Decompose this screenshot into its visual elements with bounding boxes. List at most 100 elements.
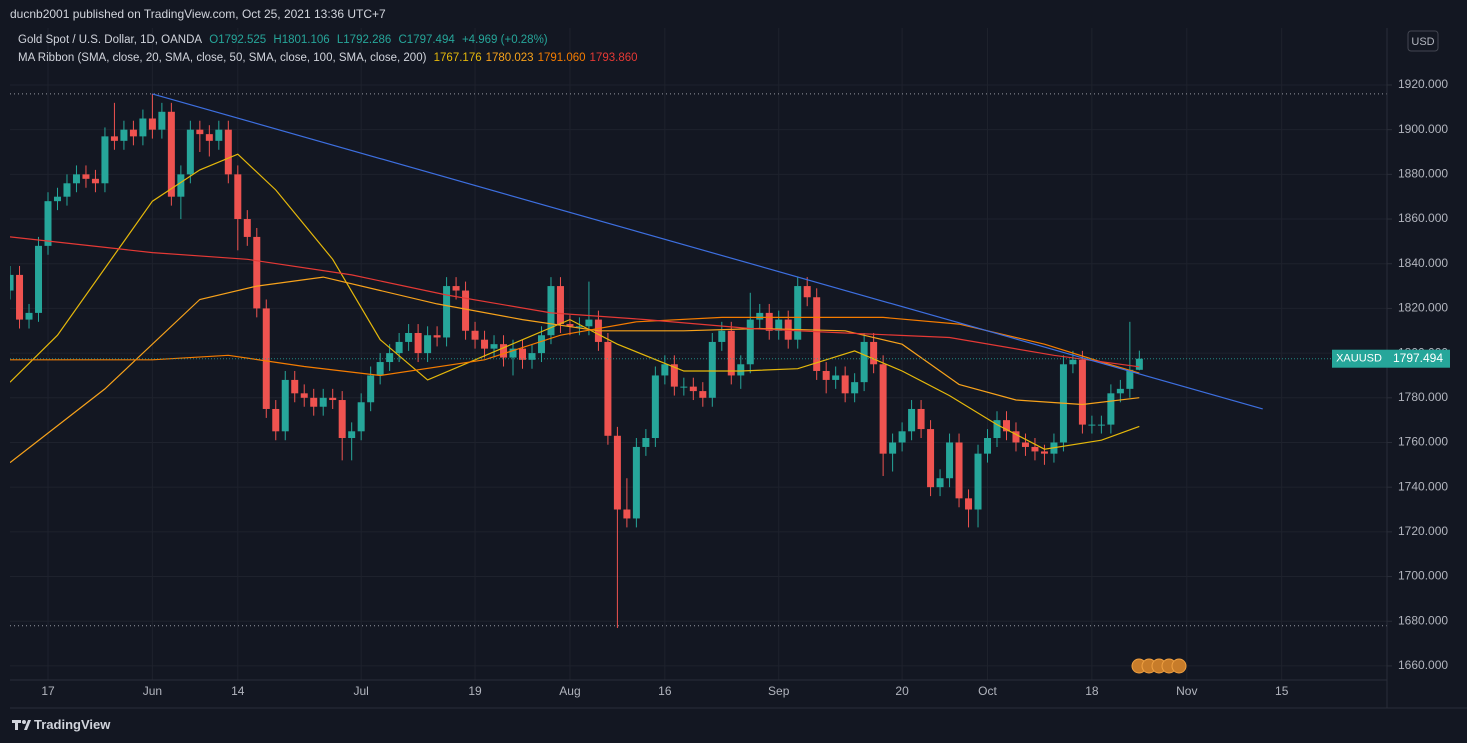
candle-body [91, 178, 99, 184]
candle-body [775, 319, 783, 331]
candle-body [860, 341, 868, 383]
event-icons [1131, 658, 1187, 674]
candle-body [908, 408, 916, 432]
candle-body [1078, 359, 1086, 425]
y-tick-label: 1740.000 [1398, 479, 1448, 493]
candle-body [651, 375, 659, 439]
candle-body [329, 397, 337, 401]
candle-body [443, 286, 451, 338]
candle-body [1116, 388, 1124, 394]
logo [12, 720, 31, 730]
candle-body [338, 400, 346, 439]
candle-body [1021, 442, 1029, 447]
legend-main: Gold Spot / U.S. Dollar, 1D, OANDA O1792… [18, 34, 552, 46]
candle-body [822, 370, 830, 380]
ohlc-label: L1792.286 [336, 34, 392, 46]
candle-body [613, 435, 621, 510]
candle-body [680, 386, 688, 388]
y-tick-label: 1900.000 [1398, 122, 1448, 136]
candle-body [148, 118, 156, 130]
candle-body [186, 129, 194, 175]
candle-body [414, 332, 422, 354]
candle-body [243, 219, 251, 237]
x-tick-label: 17 [41, 684, 55, 698]
candle-body [367, 375, 375, 403]
axes: 1660.000 1680.000 1700.000 1720.000 1740.000… [41, 77, 1450, 698]
currency-box[interactable] [1407, 30, 1439, 52]
candle-body [405, 332, 413, 342]
candle-body [386, 353, 394, 363]
x-tick-label: 16 [658, 684, 672, 698]
candle-body [167, 111, 175, 197]
x-tick-label: Oct [978, 684, 997, 698]
candle-body [965, 498, 973, 510]
author-line: ducnb2001 published on TradingView.com, … [10, 7, 386, 21]
y-tick-label: 1680.000 [1398, 613, 1448, 627]
y-tick-label: 1840.000 [1398, 256, 1448, 270]
candle-body [898, 431, 906, 443]
candle-body [832, 375, 840, 380]
indicator-value: 1767.176 [433, 52, 482, 64]
candle-body [82, 174, 90, 179]
candle-body [44, 201, 52, 246]
y-tick-label: 1660.000 [1398, 658, 1448, 672]
indicator-value: 1780.023 [485, 52, 534, 64]
candle-body [519, 348, 526, 360]
candle-body [471, 330, 479, 340]
trendline [152, 93, 1263, 410]
candle-body [139, 118, 147, 137]
price-badge [1387, 349, 1450, 368]
candle-body [889, 442, 897, 454]
grid [10, 28, 1387, 680]
candle-body [1002, 420, 1010, 432]
candle-body [670, 364, 678, 387]
candle-body [841, 375, 849, 394]
x-tick-label: Nov [1176, 684, 1197, 698]
candle-body [262, 308, 270, 409]
candle-body [300, 393, 308, 398]
candle-body [1107, 393, 1115, 425]
candle-body [765, 312, 773, 331]
candle-body [63, 183, 71, 197]
candle-body [803, 286, 811, 298]
candle-body [129, 129, 137, 137]
candle-body [35, 245, 43, 313]
candle-body [727, 330, 735, 376]
candle-body [746, 319, 754, 365]
ohlc-label: C1797.494 [398, 34, 455, 46]
candle-body [689, 386, 697, 392]
candle-body [984, 438, 992, 454]
candle-body [395, 341, 403, 354]
candle-body [537, 335, 545, 354]
candle-body [25, 312, 33, 320]
candle-body [946, 442, 954, 479]
candle-body [936, 478, 944, 488]
candle-body [319, 397, 327, 407]
candle-body [376, 362, 384, 376]
x-tick-label: 14 [231, 684, 245, 698]
change-label: +4.969 (+0.28%) [461, 34, 548, 46]
candle-body [177, 174, 185, 197]
candle-body [955, 442, 963, 499]
candle-body [585, 319, 593, 327]
candle-body [528, 353, 536, 360]
y-tick-label: 1700.000 [1398, 569, 1448, 583]
candle-body [993, 420, 1001, 439]
candle-body [348, 431, 356, 439]
candle-body [10, 274, 14, 291]
candle-body [481, 339, 489, 349]
x-tick-label: 15 [1275, 684, 1289, 698]
candle-body [632, 446, 640, 519]
brand: TradingView [34, 717, 111, 732]
ohlc-label: H1801.106 [273, 34, 330, 46]
candle-body [462, 290, 470, 331]
x-tick-label: 18 [1085, 684, 1099, 698]
candle-body [272, 408, 280, 432]
y-tick-label: 1880.000 [1398, 167, 1448, 181]
candle-body [215, 129, 223, 141]
y-tick-label: 1920.000 [1398, 77, 1448, 91]
candle-body [490, 344, 498, 349]
candle-body [708, 341, 716, 398]
candle-body [424, 335, 432, 354]
